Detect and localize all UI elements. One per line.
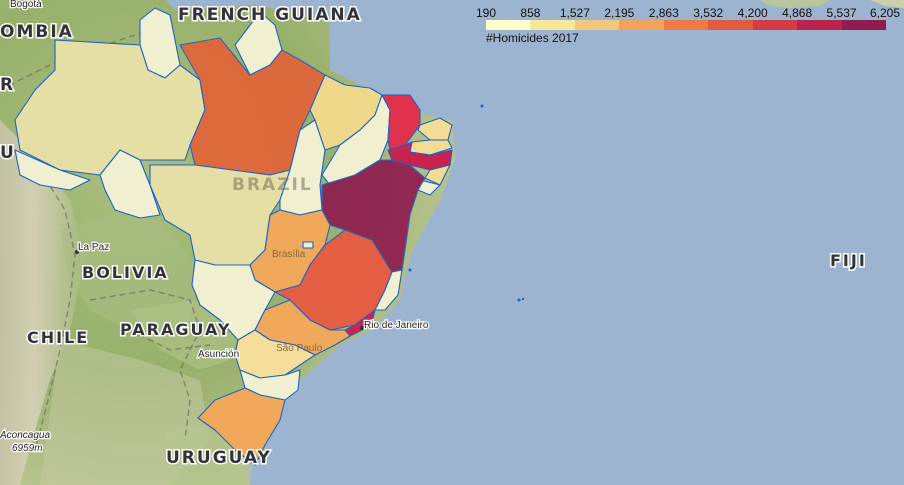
label-colombia: OMBIA [0, 22, 74, 42]
border-line [34, 169, 76, 451]
legend-color-bin [486, 20, 531, 30]
south-atlantic-land [870, 0, 904, 8]
state-espirito-santo[interactable] [374, 269, 403, 311]
legend-ticks: 190 858 1,527 2,195 2,863 3,532 4,200 4,868 5,53… [475, 6, 900, 20]
state-rondonia[interactable] [99, 149, 161, 219]
border-line [0, 29, 151, 91]
label-ecuador-fragment: R [0, 75, 15, 95]
legend-tick-label: 1,527 [559, 6, 590, 20]
legend-tick-label: 6,205 [869, 6, 900, 20]
city-asuncion: Asunción [198, 349, 239, 360]
island-dot [480, 104, 484, 108]
label-french-guiana: FRENCH GUIANA [178, 5, 362, 25]
label-fiji: FIJI [830, 251, 867, 270]
city-rio-de-janeiro: Rio de Janeiro [364, 320, 429, 331]
legend-tick-label: 2,863 [648, 6, 679, 20]
label-bolivia: BOLIVIA [82, 263, 169, 282]
label-peru-fragment: U [0, 143, 16, 163]
state-acre[interactable] [14, 149, 91, 191]
andes-terrain [0, 120, 85, 485]
state-rio-grande-do-sul[interactable] [197, 387, 286, 466]
city-sao-paulo: São Paulo [276, 343, 323, 354]
legend-tick-label: 4,868 [782, 6, 813, 20]
border-line [129, 329, 211, 351]
legend-color-bin [574, 20, 620, 30]
state-para[interactable] [179, 37, 326, 176]
city-bogota: Bogotá [10, 0, 42, 10]
legend: 190 858 1,527 2,195 2,863 3,532 4,200 4,868 5,53… [475, 6, 900, 46]
island-dot [408, 268, 412, 272]
island-dot [521, 297, 525, 301]
legend-color-bin [530, 20, 575, 30]
border-line [89, 289, 201, 441]
legend-color-bin [663, 20, 709, 30]
label-paraguay: PARAGUAY [120, 320, 231, 339]
state-parana[interactable] [234, 329, 316, 379]
city-dot [75, 250, 79, 254]
brazil-states [14, 7, 453, 466]
legend-color-bin [619, 20, 664, 30]
city-la-paz: La Paz [78, 242, 109, 253]
city-brasilia: Brasília [272, 249, 306, 260]
state-distrito-federal[interactable] [302, 241, 314, 249]
bolivia-area [60, 215, 200, 330]
state-bahia[interactable] [321, 159, 426, 273]
island-dot [517, 298, 521, 302]
legend-tick-label: 4,200 [737, 6, 768, 20]
peak-aconcagua-height: 6959m [12, 443, 43, 454]
legend-tick-label: 5,537 [826, 6, 857, 20]
label-chile: CHILE [27, 328, 89, 347]
legend-tick-label: 3,532 [693, 6, 724, 20]
legend-tick-label: 2,195 [604, 6, 635, 20]
label-uruguay: URUGUAY [166, 448, 272, 468]
legend-color-bin [797, 20, 842, 30]
legend-color-bin [752, 20, 798, 30]
city-dot [360, 326, 364, 330]
legend-color-bar [486, 20, 886, 30]
legend-title: #Homicides 2017 [486, 31, 579, 45]
legend-tick-label: 190 [475, 6, 497, 20]
peak-aconcagua: Aconcagua [0, 430, 50, 441]
label-brazil: BRAZIL [232, 175, 313, 195]
fiji-land [760, 0, 830, 8]
legend-tick-label: 858 [520, 6, 541, 20]
legend-color-bin [841, 20, 886, 30]
legend-color-bin [708, 20, 753, 30]
state-tocantins[interactable] [279, 119, 326, 216]
state-amazonas[interactable] [14, 39, 206, 176]
paraguay-area [130, 300, 240, 370]
